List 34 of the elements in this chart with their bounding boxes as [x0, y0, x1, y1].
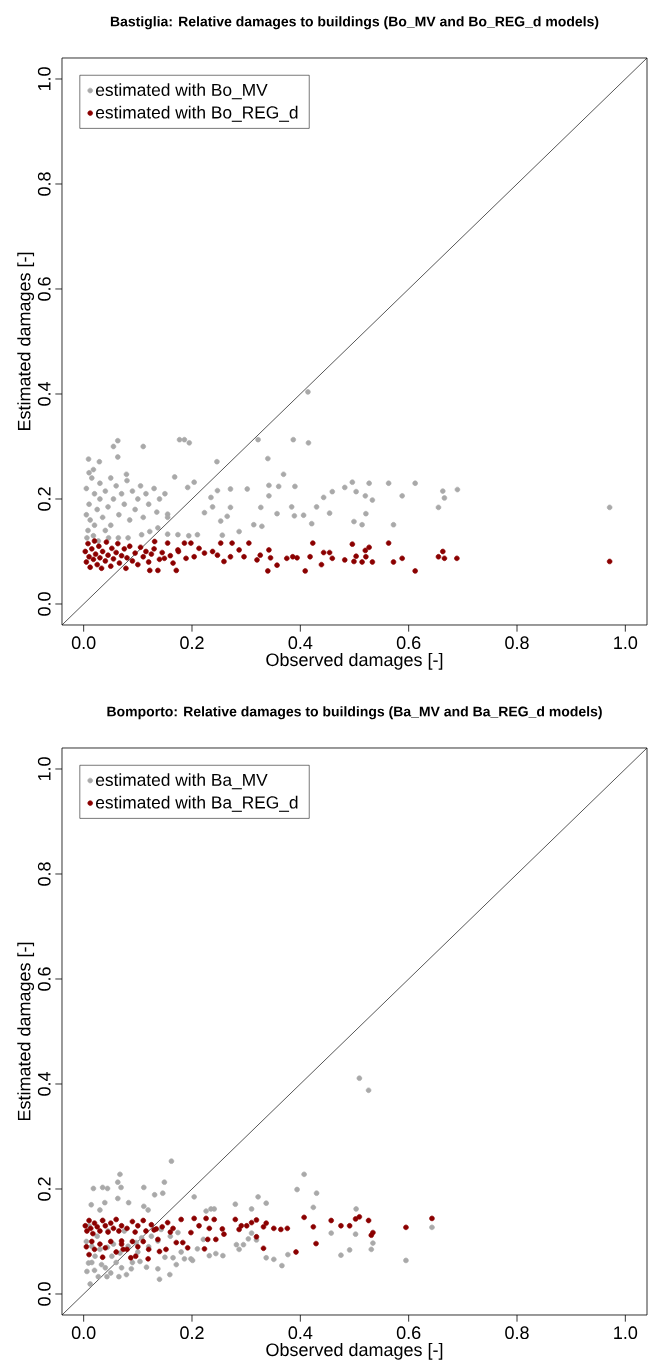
x-axis-title: Observed damages [-]	[266, 652, 443, 670]
x-tick-label: 1.0	[614, 1326, 638, 1340]
chart-title: Bomporto: Relative damages to buildings (Ba_MV and Ba_REG_d models)	[107, 706, 602, 720]
x-tick-label: 0.8	[505, 1326, 529, 1340]
x-tick-label: 0.4	[288, 1326, 313, 1340]
x-tick-label: 0.4	[288, 636, 313, 650]
y-tick-label: 0.0	[37, 1282, 51, 1306]
legend-label: estimated with Bo_MV	[96, 83, 268, 100]
x-tick-label: 0.2	[180, 636, 204, 650]
y-axis-title: Estimated damages [-]	[17, 942, 35, 1121]
legend-label: estimated with Ba_MV	[96, 773, 268, 790]
y-tick-label: 1.0	[37, 67, 51, 91]
y-tick-label: 0.8	[37, 862, 51, 886]
y-tick-label: 0.4	[37, 1072, 51, 1096]
x-tick-label: 0.6	[396, 1326, 421, 1340]
x-axis-title: Observed damages [-]	[266, 1342, 443, 1360]
x-tick-label: 1.0	[614, 636, 638, 650]
y-tick-label: 0.6	[37, 277, 51, 301]
y-tick-label: 0.2	[37, 487, 51, 511]
legend-label: estimated with Bo_REG_d	[96, 105, 298, 122]
x-tick-label: 0.8	[505, 636, 529, 650]
y-tick-label: 0.8	[37, 172, 51, 196]
legend-label: estimated with Ba_REG_d	[96, 795, 298, 812]
y-tick-label: 0.2	[37, 1177, 51, 1201]
x-tick-label: 0.2	[180, 1326, 204, 1340]
x-tick-label: 0.0	[71, 1326, 96, 1340]
y-tick-label: 1.0	[37, 757, 51, 781]
y-tick-label: 0.4	[37, 381, 51, 406]
y-tick-label: 0.6	[37, 967, 51, 991]
y-axis-title: Estimated damages [-]	[17, 252, 35, 431]
y-tick-label: 0.0	[37, 592, 51, 616]
x-tick-label: 0.0	[71, 636, 96, 650]
x-tick-label: 0.6	[396, 636, 421, 650]
chart-title: Bastiglia: Relative damages to buildings (Bo_MV and Bo_REG_d models)	[110, 16, 599, 30]
